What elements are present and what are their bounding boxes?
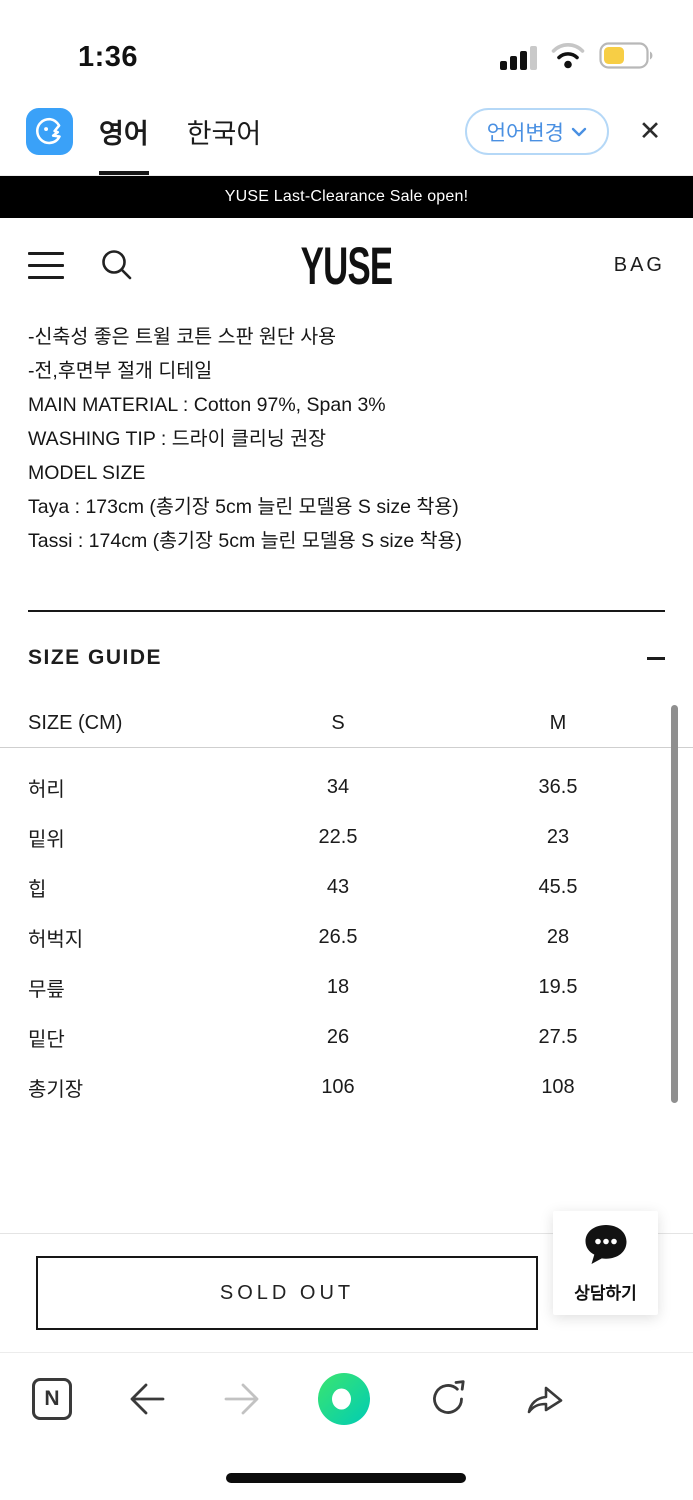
table-row: 무릎 18 19.5 [0, 962, 693, 1012]
product-bullet: -전,후면부 절개 디테일 [28, 360, 213, 382]
table-cell: 26.5 [318, 925, 358, 948]
status-time: 1:36 [78, 41, 139, 73]
tab-korean[interactable]: 한국어 [186, 119, 262, 149]
promo-banner[interactable]: YUSE Last-Clearance Sale open! [0, 176, 693, 218]
chevron-down-icon [571, 127, 587, 136]
table-cell: 밑위 [28, 828, 65, 851]
table-row: 밑위 22.5 23 [0, 812, 693, 862]
table-cell: 총기장 [28, 1078, 84, 1101]
table-header-cell: S [331, 712, 345, 734]
table-cell: 27.5 [538, 1025, 578, 1048]
product-bullet: -신축성 좋은 트윌 코튼 스판 원단 사용 [28, 326, 337, 348]
change-language-label: 언어변경 [486, 121, 564, 145]
table-cell: 43 [326, 875, 350, 898]
table-cell: 106 [321, 1075, 355, 1098]
wifi-icon [551, 42, 585, 74]
battery-icon [599, 42, 655, 74]
table-cell: 28 [546, 925, 570, 948]
site-logo[interactable]: YUSE [300, 235, 394, 295]
home-area [0, 1445, 693, 1500]
refresh-icon[interactable] [427, 1378, 469, 1420]
browser-toolbar: N [0, 1352, 693, 1445]
collapse-minus-icon[interactable] [647, 656, 665, 660]
model-size-line: Taya : 173cm (총기장 5cm 늘린 모델용 S size 착용) [28, 496, 459, 518]
share-icon[interactable] [524, 1380, 568, 1418]
table-cell: 36.5 [538, 775, 578, 798]
naver-greendot-button[interactable] [317, 1372, 371, 1426]
cellular-signal-icon [500, 46, 537, 70]
close-translate-bar-icon[interactable]: ✕ [638, 116, 662, 146]
bag-button[interactable]: BAG [613, 253, 665, 276]
section-divider [28, 610, 665, 612]
table-cell: 허벅지 [28, 928, 84, 951]
product-description: -신축성 좋은 트윌 코튼 스판 원단 사용 -전,후면부 절개 디테일 MAI… [0, 312, 693, 558]
table-cell: 108 [541, 1075, 575, 1098]
main-material-line: MAIN MATERIAL : Cotton 97%, Span 3% [28, 394, 386, 416]
table-cell: 밑단 [28, 1028, 65, 1051]
toolbar-menu-icon[interactable] [623, 1391, 661, 1408]
table-header-cell: SIZE (CM) [28, 712, 123, 734]
search-icon[interactable] [98, 246, 136, 284]
translate-bar: 영어 한국어 언어변경 ✕ [0, 88, 693, 176]
table-cell: 힙 [28, 878, 47, 901]
chat-bubble-icon [581, 1223, 631, 1272]
papago-translator-icon[interactable] [26, 108, 73, 155]
tab-english[interactable]: 영어 [99, 88, 149, 175]
chat-consult-label: 상담하기 [574, 1283, 637, 1303]
table-cell: 45.5 [538, 875, 578, 898]
table-cell: 26 [326, 1025, 350, 1048]
table-cell: 19.5 [538, 975, 578, 998]
menu-icon[interactable] [28, 251, 64, 279]
size-table-body: 허리 34 36.5 밑위 22.5 23 힙 43 45.5 허벅지 26.5 28 무릎 18 19.5… [0, 748, 693, 1112]
washing-tip-line: WASHING TIP : 드라이 클리닝 권장 [28, 428, 327, 450]
size-table: SIZE (CM) S M 허리 34 36.5 밑위 22.5 23 힙 43 45.5 허벅지… [0, 700, 693, 1112]
home-indicator [226, 1473, 466, 1483]
size-guide-title: SIZE GUIDE [28, 646, 163, 669]
table-header-cell: M [549, 712, 567, 734]
table-row: 허리 34 36.5 [0, 762, 693, 812]
status-icons [500, 42, 655, 74]
model-size-line: Tassi : 174cm (총기장 5cm 늘린 모델용 S size 착용) [28, 530, 463, 552]
table-cell: 18 [326, 975, 350, 998]
chat-consult-button[interactable]: 상담하기 [553, 1211, 658, 1315]
size-table-header: SIZE (CM) S M [0, 700, 693, 748]
page-scrollbar[interactable] [671, 705, 678, 1103]
table-cell: 23 [546, 825, 570, 848]
forward-icon[interactable] [222, 1381, 262, 1417]
table-cell: 무릎 [28, 978, 65, 1001]
table-cell: 34 [326, 775, 350, 798]
translate-tabs: 영어 한국어 [99, 88, 261, 175]
naver-home-button[interactable]: N [32, 1378, 72, 1420]
status-bar: 1:36 [0, 0, 693, 88]
table-row: 허벅지 26.5 28 [0, 912, 693, 962]
table-cell: 22.5 [318, 825, 358, 848]
table-cell: 허리 [28, 778, 65, 801]
model-size-title: MODEL SIZE [28, 462, 146, 484]
site-header: YUSE BAG [0, 218, 693, 312]
change-language-button[interactable]: 언어변경 [464, 108, 609, 155]
table-row: 총기장 106 108 [0, 1062, 693, 1112]
sold-out-button[interactable]: SOLD OUT [36, 1256, 538, 1330]
table-row: 힙 43 45.5 [0, 862, 693, 912]
table-row: 밑단 26 27.5 [0, 1012, 693, 1062]
size-guide-header[interactable]: SIZE GUIDE [0, 646, 693, 670]
back-icon[interactable] [127, 1381, 167, 1417]
